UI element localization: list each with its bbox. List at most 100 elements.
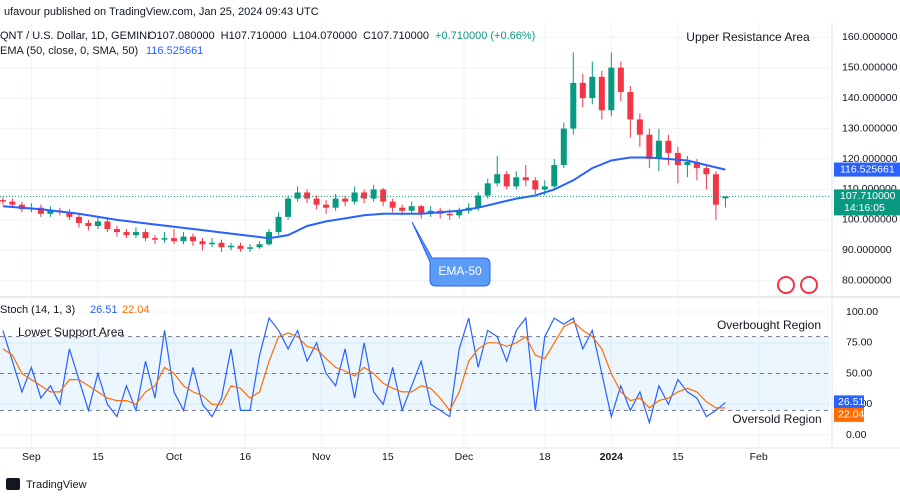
candle-body xyxy=(332,198,339,208)
ohlc-value: +0.710000 (+0.66%) xyxy=(435,30,535,42)
annotation: Overbought Region xyxy=(717,318,821,332)
stoch-tick-label: 75.00 xyxy=(846,337,872,349)
price-badge-label: 107.710000 xyxy=(840,190,896,202)
candle-body xyxy=(627,92,634,120)
candle-body xyxy=(722,196,729,199)
candle-body xyxy=(237,245,244,249)
x-tick-label: Sep xyxy=(22,451,41,463)
candle-body xyxy=(323,204,330,208)
ema-line xyxy=(2,156,726,240)
candle-body xyxy=(218,242,225,248)
y-tick-label: 150.000000 xyxy=(842,61,898,73)
candle-body xyxy=(589,76,596,99)
candle-body xyxy=(617,67,624,93)
candle-body xyxy=(399,207,406,211)
candle-body xyxy=(85,222,92,226)
flag-icon[interactable] xyxy=(777,276,795,294)
flag-icon[interactable] xyxy=(800,276,818,294)
ema-legend-value: 116.525661 xyxy=(146,45,203,57)
candle-body xyxy=(190,236,197,242)
candle-body xyxy=(370,189,377,199)
callout xyxy=(411,221,491,287)
ema-badge xyxy=(834,162,900,177)
candle-body xyxy=(475,195,482,208)
ema-legend: EMA (50, close, 0, SMA, 50) xyxy=(0,45,138,57)
candle-body xyxy=(389,201,396,208)
candle-body xyxy=(0,200,6,202)
stoch-k-value: 26.51 xyxy=(90,304,118,316)
candle-body xyxy=(446,213,453,216)
candle-body xyxy=(418,206,425,214)
candle-body xyxy=(712,174,719,205)
x-tick-label: 18 xyxy=(539,451,551,463)
ema-badge-label: 116.525661 xyxy=(840,163,895,175)
candle-body xyxy=(180,236,187,242)
candle-body xyxy=(551,165,558,187)
y-tick-label: 120.000000 xyxy=(842,153,898,165)
x-tick-label: Dec xyxy=(455,451,474,463)
candle-body xyxy=(142,232,149,239)
candle-body xyxy=(380,189,387,202)
candle-body xyxy=(532,180,539,190)
y-tick-label: 90.000000 xyxy=(842,244,892,256)
candle-body xyxy=(408,206,415,211)
candle-body xyxy=(636,119,643,135)
candle-body xyxy=(503,174,510,187)
candle-body xyxy=(256,244,263,248)
x-tick-label: 15 xyxy=(382,451,394,463)
candle-body xyxy=(655,140,662,159)
candle-body xyxy=(132,232,139,236)
candle-body xyxy=(608,67,615,111)
candle-body xyxy=(47,210,54,214)
stoch-badge-label: 26.51 xyxy=(838,396,864,408)
candle-body xyxy=(113,229,120,233)
stoch-tick-label: 0.00 xyxy=(846,429,867,441)
stoch-tick-label: 100.00 xyxy=(846,306,878,318)
x-tick-label: Feb xyxy=(750,451,768,463)
candle-body xyxy=(285,198,292,217)
price-badge xyxy=(834,189,900,216)
candle-body xyxy=(693,162,700,169)
candle-body xyxy=(275,216,282,233)
stoch-badge xyxy=(834,407,864,422)
candle-body xyxy=(66,212,73,217)
x-tick-label: Oct xyxy=(166,451,182,463)
candle-body xyxy=(342,198,349,202)
x-tick-label: 16 xyxy=(239,451,251,463)
stoch-d-value: 22.04 xyxy=(122,304,150,316)
candle-body xyxy=(513,177,520,187)
candle-body xyxy=(9,201,16,205)
ohlc-value: L104.070000 xyxy=(293,30,357,42)
stoch-legend: Stoch (14, 1, 3) xyxy=(0,304,75,316)
candle-body xyxy=(541,186,548,190)
x-tick-label: Nov xyxy=(312,451,331,463)
y-tick-label: 80.000000 xyxy=(842,275,892,287)
candle-body xyxy=(75,216,82,223)
stoch-badge xyxy=(834,395,864,410)
candle-body xyxy=(598,76,605,111)
footer: TradingView xyxy=(26,479,87,491)
annotation: Upper Resistance Area xyxy=(686,30,810,44)
grid xyxy=(0,22,830,448)
stoch-badge-label: 22.04 xyxy=(838,409,864,421)
annotation: Lower Support Area xyxy=(18,325,124,339)
candle-body xyxy=(570,82,577,129)
candle-body xyxy=(209,242,216,245)
y-tick-label: 100.000000 xyxy=(842,214,898,226)
candle-body xyxy=(579,82,586,99)
x-tick-label: 15 xyxy=(672,451,684,463)
y-tick-label: 160.000000 xyxy=(842,31,898,43)
candle-body xyxy=(170,238,177,242)
ohlc-value: H107.710000 xyxy=(221,30,287,42)
stoch-tick-label: 50.00 xyxy=(846,367,872,379)
candle-body xyxy=(37,207,44,214)
x-tick-label: 15 xyxy=(92,451,104,463)
y-tick-label: 130.000000 xyxy=(842,122,898,134)
candle-body xyxy=(646,134,653,159)
candle-body xyxy=(484,183,491,196)
symbol: QNT / U.S. Dollar, 1D, GEMINI xyxy=(0,30,150,42)
candle-body xyxy=(94,221,101,226)
candle-body xyxy=(684,162,691,166)
candle-body xyxy=(247,247,254,249)
